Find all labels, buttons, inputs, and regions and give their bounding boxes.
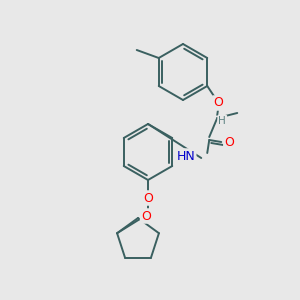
Text: O: O — [224, 136, 234, 148]
Text: O: O — [141, 209, 151, 223]
Text: O: O — [143, 191, 153, 205]
Text: HN: HN — [176, 149, 195, 163]
Text: O: O — [213, 97, 223, 110]
Text: H: H — [218, 116, 226, 126]
